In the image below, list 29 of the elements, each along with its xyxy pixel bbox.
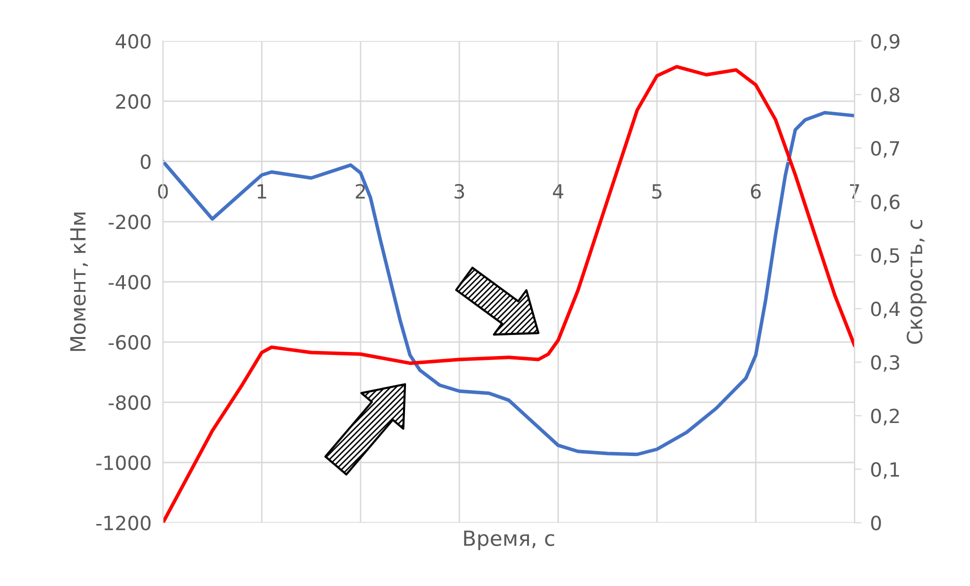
y2-tick-label: 0,4 (871, 302, 900, 318)
y-tick-label: -600 (108, 335, 151, 350)
y2-tick-label: 0,2 (871, 408, 899, 426)
y2-tick-label: 0,3 (871, 355, 900, 372)
y-tick-label: 400 (116, 34, 151, 49)
y2-tick-label: 0,7 (871, 141, 900, 158)
x-tick-label: 6 (750, 184, 761, 199)
y2-tick-label: 0,8 (871, 87, 900, 104)
x-tick-label: 4 (552, 184, 564, 198)
y-tick-label: 200 (116, 94, 151, 109)
y2-tick-label: 0,6 (871, 194, 900, 212)
y2-tick-label: 0,5 (871, 248, 900, 265)
x-tick-label: 2 (356, 184, 365, 198)
y-tick-label: -800 (108, 395, 151, 410)
x-tick-label: 3 (454, 184, 464, 199)
y2-tick-label: 0,1 (871, 462, 899, 479)
y-tick-label: 0 (140, 154, 151, 170)
x-tick-label: 5 (652, 184, 662, 199)
y-tick-label: -1200 (96, 516, 151, 530)
x-axis-title: Время, с (464, 530, 554, 550)
y-axis-title: Момент, кНм (70, 212, 88, 351)
x-tick-label: 0 (158, 184, 168, 199)
y2-tick-label: 0 (871, 516, 881, 530)
y2-tick-label: 0,9 (871, 34, 900, 51)
x-tick-label: 1 (258, 184, 266, 198)
y-tick-label: -200 (108, 214, 151, 230)
y-tick-label: -400 (108, 274, 151, 290)
y2-axis-title: Скорость, с (906, 220, 926, 344)
y-tick-label: -1000 (96, 455, 151, 470)
